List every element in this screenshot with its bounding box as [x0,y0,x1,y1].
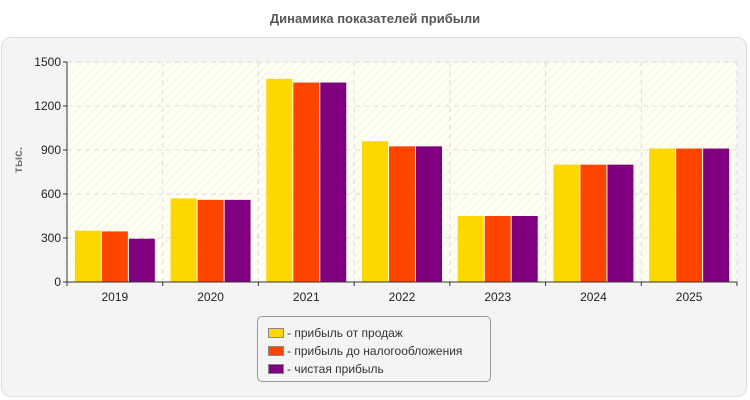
bar-2020-series-1 [170,198,197,282]
bar-2019-series-2 [101,231,128,282]
legend-swatch [268,328,284,338]
y-tick-label: 900 [41,143,61,157]
legend-swatch [268,346,284,356]
bar-2024-series-3 [607,164,634,282]
bar-2025-series-2 [676,148,703,282]
bar-2023-series-3 [511,216,538,282]
y-tick-labels: 0 300 600 900 1200 1500 [34,55,61,289]
bar-2019-series-3 [128,238,155,282]
y-tick-label: 600 [41,187,61,201]
y-tick-label: 0 [54,275,61,289]
bar-2025-series-1 [649,148,676,282]
x-tick-labels: 2019 2020 2021 2022 2023 2024 2025 [102,290,703,304]
axes [63,61,738,286]
bar-2020-series-2 [197,199,224,282]
y-tick-label: 300 [41,231,61,245]
bar-2019-series-1 [74,230,101,282]
bar-2023-series-2 [484,216,511,282]
legend-item-1: - прибыль от продаж [268,324,490,342]
legend-item-2: - прибыль до налогообложения [268,342,490,360]
bar-2021-series-3 [320,82,347,283]
bar-2021-series-2 [293,82,320,283]
bar-2022-series-1 [362,141,388,282]
bar-2024-series-1 [553,164,580,282]
y-tick-label: 1500 [34,55,61,69]
legend: - прибыль от продаж - прибыль до налогооб… [257,316,491,382]
legend-label: - прибыль от продаж [287,326,403,340]
x-tick-label: 2023 [484,290,511,304]
bar-2023-series-1 [457,216,484,282]
x-tick-label: 2021 [293,290,320,304]
x-tick-label: 2019 [102,290,129,304]
legend-label: - чистая прибыль [287,362,384,376]
bars [74,78,730,283]
x-tick-label: 2022 [389,290,416,304]
bar-2022-series-3 [416,146,442,282]
legend-label: - прибыль до налогообложения [287,344,463,358]
x-tick-label: 2020 [197,290,224,304]
bar-2020-series-3 [224,199,251,282]
y-axis-label: тыс. [11,147,25,173]
legend-item-3: - чистая прибыль [268,360,490,378]
bar-2025-series-3 [703,148,730,282]
bar-2022-series-2 [389,146,415,282]
legend-swatch [268,364,284,374]
x-tick-label: 2025 [676,290,703,304]
bar-2021-series-1 [266,78,293,282]
chart-title: Динамика показателей прибыли [269,11,481,26]
y-tick-label: 1200 [34,99,61,113]
bar-2024-series-2 [580,164,607,282]
x-tick-label: 2024 [580,290,607,304]
